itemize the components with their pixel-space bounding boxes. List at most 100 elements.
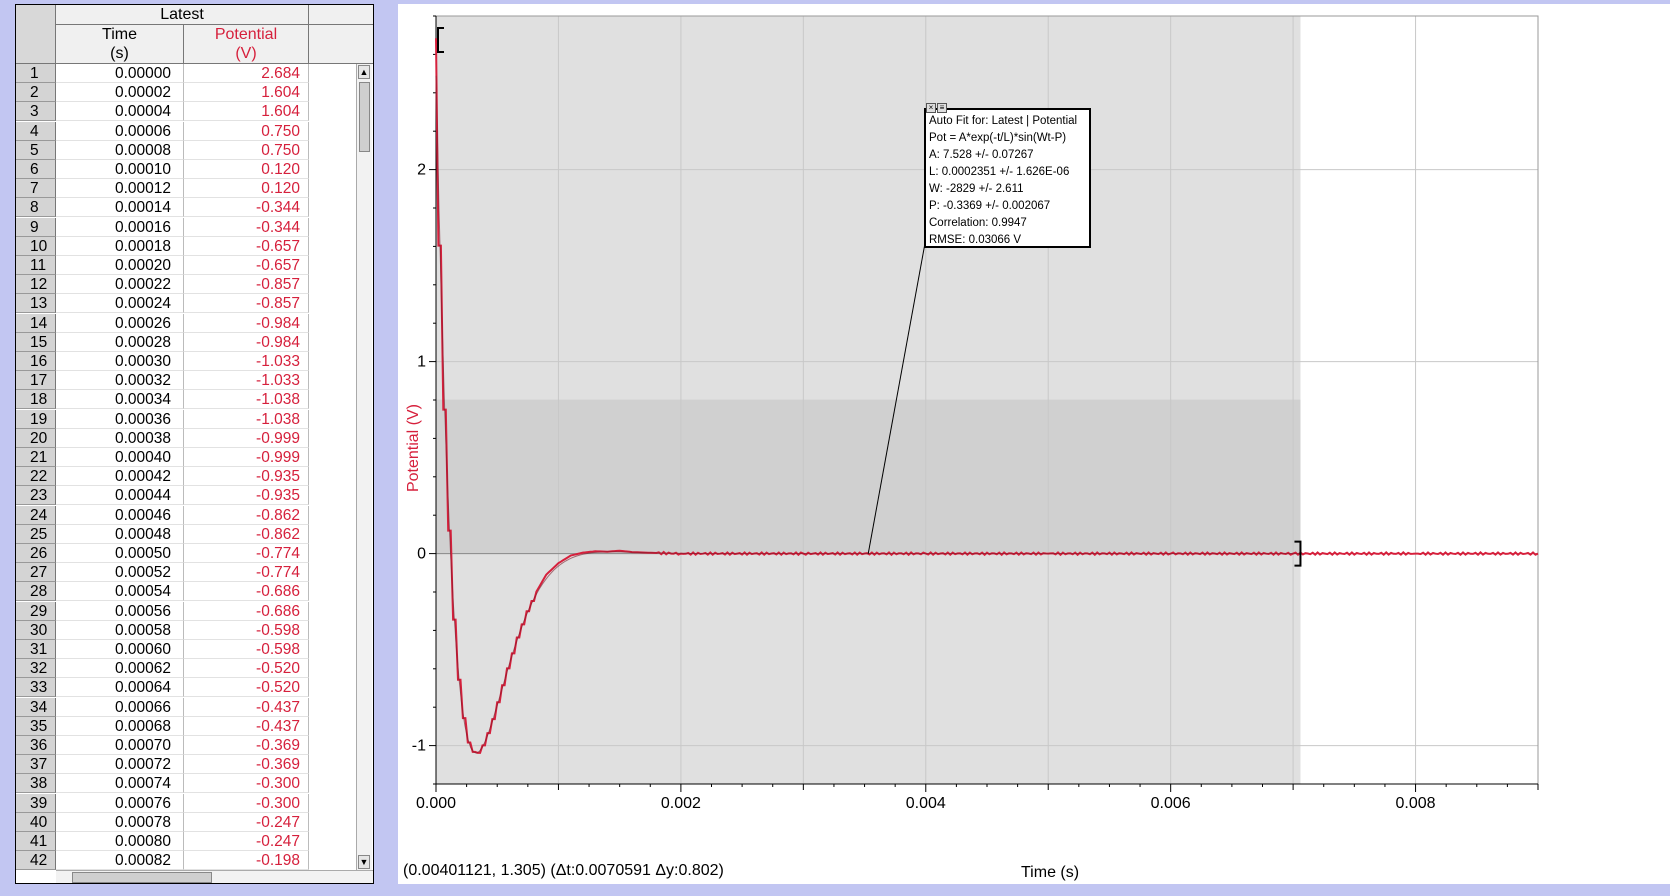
time-cell[interactable]: 0.00046	[56, 505, 184, 525]
row-number[interactable]: 39	[16, 793, 56, 813]
potential-cell[interactable]: -0.984	[184, 313, 309, 333]
time-cell[interactable]: 0.00076	[56, 793, 184, 813]
table-row[interactable]: 17 0.00032 -1.033	[16, 371, 352, 391]
table-row[interactable]: 10 0.00018 -0.657	[16, 236, 352, 256]
table-row[interactable]: 37 0.00072 -0.369	[16, 755, 352, 775]
potential-cell[interactable]: -0.598	[184, 620, 309, 640]
potential-cell[interactable]: -0.686	[184, 601, 309, 621]
row-number[interactable]: 37	[16, 755, 56, 775]
time-cell[interactable]: 0.00080	[56, 832, 184, 851]
time-cell[interactable]: 0.00060	[56, 640, 184, 659]
potential-cell[interactable]: -0.344	[184, 198, 309, 218]
potential-vs-time-chart[interactable]: 0.000 0.002 0.004 0.006 0.008 -1 0 1 2	[398, 4, 1670, 884]
y-axis-label[interactable]: Potential (V)	[405, 403, 423, 493]
time-cell[interactable]: 0.00064	[56, 678, 184, 698]
potential-cell[interactable]: -0.520	[184, 678, 309, 698]
table-row[interactable]: 4 0.00006 0.750	[16, 121, 352, 141]
time-cell[interactable]: 0.00040	[56, 448, 184, 467]
table-row[interactable]: 25 0.00048 -0.862	[16, 524, 352, 544]
row-number[interactable]: 5	[16, 140, 56, 160]
table-row[interactable]: 20 0.00038 -0.999	[16, 428, 352, 448]
time-cell[interactable]: 0.00026	[56, 313, 184, 333]
vertical-scroll-thumb[interactable]	[359, 82, 370, 152]
row-number[interactable]: 22	[16, 467, 56, 487]
potential-cell[interactable]: -0.686	[184, 582, 309, 602]
time-cell[interactable]: 0.00018	[56, 236, 184, 256]
time-cell[interactable]: 0.00062	[56, 659, 184, 679]
time-cell[interactable]: 0.00054	[56, 582, 184, 602]
row-number[interactable]: 24	[16, 505, 56, 525]
potential-cell[interactable]: -1.038	[184, 390, 309, 410]
potential-cell[interactable]: -0.774	[184, 544, 309, 563]
potential-cell[interactable]: 0.120	[184, 160, 309, 179]
potential-cell[interactable]: -1.038	[184, 409, 309, 429]
row-number[interactable]: 11	[16, 256, 56, 275]
row-number[interactable]: 17	[16, 371, 56, 391]
potential-cell[interactable]: 2.684	[184, 64, 309, 83]
row-number[interactable]: 14	[16, 313, 56, 333]
row-number[interactable]: 21	[16, 448, 56, 467]
time-cell[interactable]: 0.00038	[56, 428, 184, 448]
time-cell[interactable]: 0.00036	[56, 409, 184, 429]
table-row[interactable]: 40 0.00078 -0.247	[16, 812, 352, 832]
row-number[interactable]: 4	[16, 121, 56, 141]
curve-fit-box[interactable]: × ≡ Auto Fit for: Latest | Potential Pot …	[924, 103, 1091, 248]
table-row[interactable]: 5 0.00008 0.750	[16, 140, 352, 160]
time-cell[interactable]: 0.00068	[56, 716, 184, 736]
table-row[interactable]: 35 0.00068 -0.437	[16, 716, 352, 736]
time-cell[interactable]: 0.00030	[56, 352, 184, 371]
time-cell[interactable]: 0.00044	[56, 486, 184, 506]
scroll-down-arrow-icon[interactable]: ▼	[358, 855, 370, 869]
table-row[interactable]: 13 0.00024 -0.857	[16, 294, 352, 314]
table-row[interactable]: 38 0.00074 -0.300	[16, 774, 352, 794]
close-icon[interactable]: ×	[926, 103, 936, 113]
potential-cell[interactable]: -0.862	[184, 505, 309, 525]
row-number[interactable]: 31	[16, 640, 56, 659]
potential-cell[interactable]: -0.857	[184, 294, 309, 314]
table-corner-cell[interactable]	[16, 5, 56, 64]
potential-cell[interactable]: -0.999	[184, 448, 309, 467]
row-number[interactable]: 30	[16, 620, 56, 640]
time-cell[interactable]: 0.00014	[56, 198, 184, 218]
potential-cell[interactable]: -0.247	[184, 832, 309, 851]
time-cell[interactable]: 0.00012	[56, 179, 184, 199]
row-number[interactable]: 25	[16, 524, 56, 544]
row-number[interactable]: 13	[16, 294, 56, 314]
table-row[interactable]: 28 0.00054 -0.686	[16, 582, 352, 602]
potential-cell[interactable]: -0.935	[184, 467, 309, 487]
row-number[interactable]: 41	[16, 832, 56, 851]
time-cell[interactable]: 0.00042	[56, 467, 184, 487]
time-cell[interactable]: 0.00002	[56, 83, 184, 103]
graph-panel[interactable]: 0.000 0.002 0.004 0.006 0.008 -1 0 1 2 Potential…	[398, 4, 1670, 884]
table-row[interactable]: 11 0.00020 -0.657	[16, 256, 352, 275]
horizontal-scroll-thumb[interactable]	[72, 872, 212, 883]
row-number[interactable]: 15	[16, 332, 56, 352]
potential-cell[interactable]: -0.247	[184, 812, 309, 832]
row-number[interactable]: 7	[16, 179, 56, 199]
row-number[interactable]: 38	[16, 774, 56, 794]
table-row[interactable]: 30 0.00058 -0.598	[16, 620, 352, 640]
table-row[interactable]: 9 0.00016 -0.344	[16, 217, 352, 237]
potential-cell[interactable]: -0.344	[184, 217, 309, 237]
table-row[interactable]: 12 0.00022 -0.857	[16, 275, 352, 295]
row-number[interactable]: 1	[16, 64, 56, 83]
table-row[interactable]: 29 0.00056 -0.686	[16, 601, 352, 621]
potential-cell[interactable]: -1.033	[184, 352, 309, 371]
time-cell[interactable]: 0.00082	[56, 851, 184, 870]
potential-cell[interactable]: 1.604	[184, 102, 309, 122]
table-row[interactable]: 21 0.00040 -0.999	[16, 448, 352, 467]
fit-box-controls[interactable]: × ≡	[926, 99, 950, 113]
table-row[interactable]: 26 0.00050 -0.774	[16, 544, 352, 563]
potential-cell[interactable]: -0.935	[184, 486, 309, 506]
table-row[interactable]: 18 0.00034 -1.038	[16, 390, 352, 410]
row-number[interactable]: 3	[16, 102, 56, 122]
time-cell[interactable]: 0.00008	[56, 140, 184, 160]
table-row[interactable]: 23 0.00044 -0.935	[16, 486, 352, 506]
table-row[interactable]: 22 0.00042 -0.935	[16, 467, 352, 487]
time-cell[interactable]: 0.00020	[56, 256, 184, 275]
potential-cell[interactable]: -0.999	[184, 428, 309, 448]
table-row[interactable]: 19 0.00036 -1.038	[16, 409, 352, 429]
time-cell[interactable]: 0.00058	[56, 620, 184, 640]
time-cell[interactable]: 0.00010	[56, 160, 184, 179]
time-cell[interactable]: 0.00028	[56, 332, 184, 352]
